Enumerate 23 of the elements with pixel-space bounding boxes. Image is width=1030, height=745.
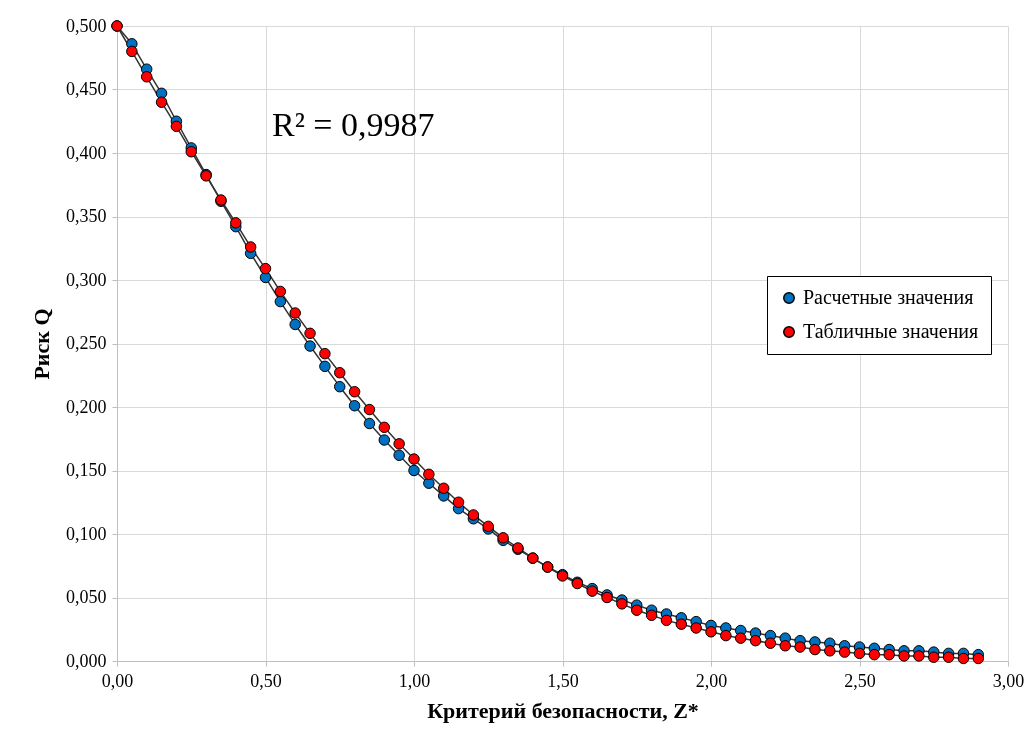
x-tick-label: 0,50: [250, 670, 282, 691]
x-tick-label: 1,50: [547, 670, 579, 691]
y-tick-label: 0,450: [66, 79, 107, 99]
y-tick-label: 0,000: [66, 650, 107, 671]
y-tick-label: 0,250: [66, 333, 107, 353]
y-tick-label: 0,350: [66, 206, 107, 226]
y-tick-label: 0,050: [66, 587, 107, 607]
y-tick-label: 0,150: [66, 460, 107, 480]
x-tick-label: 2,50: [844, 670, 876, 691]
y-tick-label: 0,500: [66, 15, 107, 36]
y-tick-label: 0,100: [66, 523, 107, 544]
x-tick-label: 2,00: [695, 670, 728, 691]
legend-label: Табличные значения: [803, 320, 979, 342]
x-axis-title: Критерий безопасности, Z*: [427, 697, 699, 723]
x-tick-label: 0,00: [101, 670, 134, 691]
x-tick-label: 3,00: [992, 670, 1025, 691]
y-tick-label: 0,400: [66, 142, 107, 163]
legend-label: Расчетные значения: [803, 286, 974, 308]
y-tick-label: 0,300: [66, 269, 107, 290]
x-tick-label: 1,00: [398, 670, 431, 691]
annotation: R² = 0,9987: [272, 106, 435, 143]
y-axis-title: Риск Q: [29, 308, 54, 380]
y-tick-label: 0,200: [66, 396, 107, 417]
